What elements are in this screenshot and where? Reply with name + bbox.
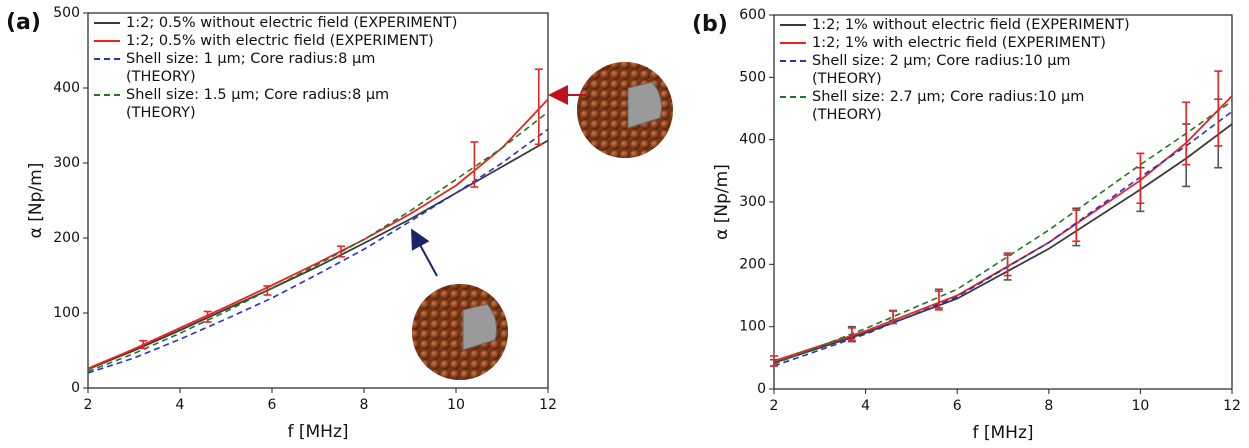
x-tick-label: 12: [1223, 398, 1241, 414]
legend-swatch: [780, 42, 806, 44]
series-line: [773, 110, 1233, 367]
x-tick-label: 4: [861, 398, 870, 414]
legend-label: Shell size: 2 μm; Core radius:10 μm (THE…: [812, 53, 1071, 87]
y-tick-label: 600: [739, 7, 766, 23]
panel-label: (b): [692, 12, 728, 37]
legend: 1:2; 1% without electric field (EXPERIME…: [778, 16, 1130, 124]
legend-item: Shell size: 2.7 μm; Core radius:10 μm (T…: [778, 88, 1130, 124]
legend-item: 1:2; 0.5% without electric field (EXPERI…: [92, 14, 457, 32]
legend-swatch: [94, 40, 120, 42]
error-bar: [1214, 70, 1223, 147]
error-bar: [847, 327, 856, 342]
error-bar: [934, 290, 943, 311]
x-tick-label: 8: [360, 397, 369, 413]
x-tick-label: 10: [1131, 398, 1149, 414]
x-axis-label: f [MHz]: [287, 422, 348, 442]
legend-item: Shell size: 1 μm; Core radius:8 μm (THEO…: [92, 50, 457, 86]
legend-label: 1:2; 1% without electric field (EXPERIME…: [812, 17, 1130, 33]
error-bar: [1136, 152, 1145, 205]
legend-swatch: [780, 60, 806, 62]
legend-label: 1:2; 1% with electric field (EXPERIMENT): [812, 35, 1106, 51]
y-tick-label: 100: [739, 319, 766, 335]
error-bar: [203, 310, 212, 323]
legend-label: Shell size: 1.5 μm; Core radius:8 μm (TH…: [126, 87, 390, 121]
sphere-illustration: [577, 62, 673, 158]
error-bar: [1182, 101, 1191, 166]
legend-label: Shell size: 2.7 μm; Core radius:10 μm (T…: [812, 89, 1085, 123]
series-line: [87, 128, 549, 374]
x-tick-label: 2: [770, 398, 779, 414]
legend-label: 1:2; 0.5% without electric field (EXPERI…: [126, 15, 458, 31]
legend-item: Shell size: 1.5 μm; Core radius:8 μm (TH…: [92, 86, 457, 122]
error-bar: [1003, 252, 1012, 277]
sphere-illustration: [412, 284, 508, 380]
error-bar: [534, 68, 543, 146]
y-tick-label: 0: [71, 380, 80, 396]
series-line: [87, 139, 549, 371]
legend-swatch: [780, 24, 806, 26]
legend-swatch: [94, 58, 120, 60]
y-tick-label: 100: [53, 305, 80, 321]
x-tick-label: 10: [447, 397, 465, 413]
x-tick-label: 8: [1044, 398, 1053, 414]
series-line: [773, 95, 1233, 362]
error-bar: [263, 285, 272, 296]
x-tick-label: 12: [539, 397, 557, 413]
y-tick-label: 200: [739, 256, 766, 272]
arrow: [411, 228, 438, 277]
error-bar: [470, 141, 479, 188]
y-tick-label: 0: [757, 381, 766, 397]
x-axis-label: f [MHz]: [972, 423, 1033, 443]
y-tick-label: 400: [53, 80, 80, 96]
series-line: [87, 98, 549, 370]
plot-frame: [87, 12, 549, 389]
legend: 1:2; 0.5% without electric field (EXPERI…: [92, 14, 457, 122]
legend-item: 1:2; 0.5% with electric field (EXPERIMEN…: [92, 32, 457, 50]
x-tick-label: 6: [268, 397, 277, 413]
legend-item: 1:2; 1% with electric field (EXPERIMENT): [778, 34, 1130, 52]
error-bar: [770, 355, 778, 367]
series-line: [773, 123, 1233, 364]
y-tick-label: 500: [53, 5, 80, 21]
legend-label: 1:2; 0.5% with electric field (EXPERIMEN…: [126, 33, 434, 49]
series-line: [87, 111, 549, 373]
x-tick-label: 6: [953, 398, 962, 414]
x-tick-label: 2: [84, 397, 93, 413]
legend-swatch: [94, 94, 120, 96]
y-tick-label: 200: [53, 230, 80, 246]
y-axis-label: α [Np/m]: [26, 163, 46, 239]
panel-label: (a): [6, 10, 41, 35]
y-tick-label: 400: [739, 132, 766, 148]
error-bar: [337, 245, 345, 258]
legend-item: 1:2; 1% without electric field (EXPERIME…: [778, 16, 1130, 34]
x-tick-label: 4: [176, 397, 185, 413]
legend-label: Shell size: 1 μm; Core radius:8 μm (THEO…: [126, 51, 376, 85]
legend-swatch: [780, 96, 806, 98]
legend-swatch: [94, 22, 120, 24]
y-tick-label: 500: [739, 69, 766, 85]
y-tick-label: 300: [53, 155, 80, 171]
series-line: [773, 100, 1233, 365]
legend-item: Shell size: 2 μm; Core radius:10 μm (THE…: [778, 52, 1130, 88]
error-bar: [139, 339, 148, 350]
error-bar: [889, 310, 898, 325]
y-axis-label: α [Np/m]: [712, 164, 732, 240]
error-bar: [1072, 209, 1081, 243]
y-tick-label: 300: [739, 194, 766, 210]
